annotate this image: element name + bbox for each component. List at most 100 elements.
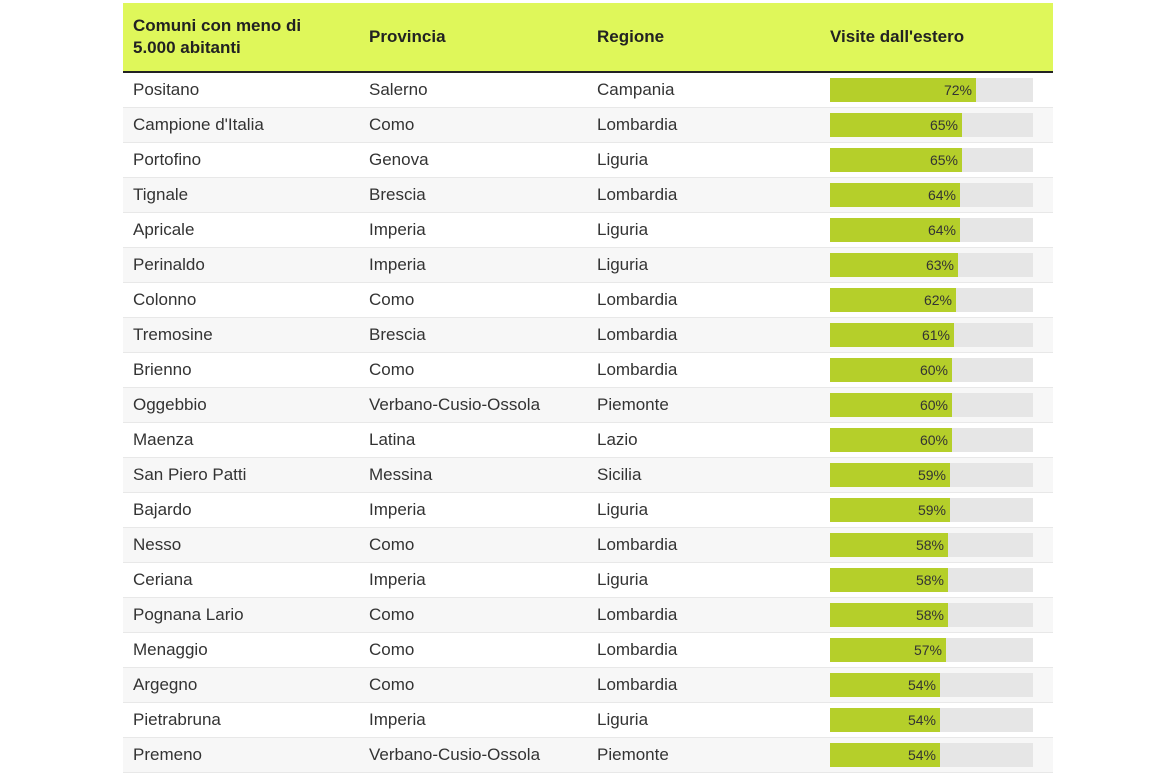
municipality-name: Menaggio <box>133 640 208 659</box>
municipality-name: Brienno <box>133 360 192 379</box>
municipality-name: Argegno <box>133 675 198 694</box>
table-row: Campione d'Italia Como Lombardia 65% <box>123 108 1053 143</box>
bar-fill <box>830 463 950 487</box>
visits-bar-cell: 54% <box>830 703 1033 737</box>
bar-value-label: 59% <box>917 467 946 483</box>
visits-bar-cell: 58% <box>830 598 1033 632</box>
bar-fill <box>830 358 952 382</box>
province-name: Genova <box>369 150 429 169</box>
municipality-name: Pognana Lario <box>133 605 244 624</box>
visits-bar-cell: 60% <box>830 388 1033 422</box>
bar-track: 59% <box>830 463 1033 487</box>
table-row: Apricale Imperia Liguria 64% <box>123 213 1053 248</box>
province-name: Messina <box>369 465 433 484</box>
province-name: Imperia <box>369 570 426 589</box>
table-body: Positano Salerno Campania 72% Campione d'Ita… <box>123 73 1053 773</box>
table-row: Nesso Como Lombardia 58% <box>123 528 1053 563</box>
visits-bar-cell: 54% <box>830 668 1033 702</box>
municipality-name: Pietrabruna <box>133 710 221 729</box>
region-name: Lombardia <box>597 605 678 624</box>
visits-bar-cell: 65% <box>830 143 1033 177</box>
table-row: Menaggio Como Lombardia 57% <box>123 633 1053 668</box>
bar-fill <box>830 428 952 452</box>
bar-fill <box>830 183 960 207</box>
visits-bar-cell: 59% <box>830 493 1033 527</box>
bar-fill <box>830 638 946 662</box>
bar-fill <box>830 673 940 697</box>
region-name: Lombardia <box>597 360 678 379</box>
bar-track: 54% <box>830 743 1033 767</box>
municipality-name: Nesso <box>133 535 182 554</box>
bar-fill <box>830 533 948 557</box>
bar-value-label: 54% <box>907 712 936 728</box>
table-row: Pognana Lario Como Lombardia 58% <box>123 598 1053 633</box>
municipality-name: Colonno <box>133 290 197 309</box>
province-name: Como <box>369 675 415 694</box>
municipality-name: Ceriana <box>133 570 193 589</box>
province-name: Como <box>369 360 415 379</box>
province-name: Imperia <box>369 255 426 274</box>
bar-fill <box>830 708 940 732</box>
table-row: Ceriana Imperia Liguria 58% <box>123 563 1053 598</box>
bar-value-label: 59% <box>917 502 946 518</box>
table-row: Oggebbio Verbano-Cusio-Ossola Piemonte 60% <box>123 388 1053 423</box>
bar-value-label: 54% <box>907 747 936 763</box>
region-name: Liguria <box>597 710 649 729</box>
bar-value-label: 58% <box>915 607 944 623</box>
bar-value-label: 54% <box>907 677 936 693</box>
region-name: Piemonte <box>597 395 669 414</box>
data-table: Comuni con meno di 5.000 abitanti Provin… <box>123 3 1053 773</box>
bar-fill <box>830 78 976 102</box>
bar-fill <box>830 253 958 277</box>
header-municipality: Comuni con meno di 5.000 abitanti <box>133 16 302 57</box>
region-name: Liguria <box>597 150 649 169</box>
municipality-name: Bajardo <box>133 500 192 519</box>
bar-track: 57% <box>830 638 1033 662</box>
province-name: Brescia <box>369 325 426 344</box>
visits-bar-cell: 54% <box>830 738 1033 772</box>
bar-track: 58% <box>830 603 1033 627</box>
municipality-name: Premeno <box>133 745 202 764</box>
region-name: Liguria <box>597 570 649 589</box>
visits-bar-cell: 58% <box>830 528 1033 562</box>
region-name: Campania <box>597 80 675 99</box>
bar-value-label: 64% <box>927 222 956 238</box>
municipality-name: Tignale <box>133 185 189 204</box>
bar-track: 59% <box>830 498 1033 522</box>
bar-track: 60% <box>830 358 1033 382</box>
municipality-name: Oggebbio <box>133 395 207 414</box>
visits-bar-cell: 63% <box>830 248 1033 282</box>
region-name: Lombardia <box>597 185 678 204</box>
table-row: Colonno Como Lombardia 62% <box>123 283 1053 318</box>
table-row: Argegno Como Lombardia 54% <box>123 668 1053 703</box>
table-row: Bajardo Imperia Liguria 59% <box>123 493 1053 528</box>
municipality-name: Perinaldo <box>133 255 205 274</box>
region-name: Liguria <box>597 255 649 274</box>
bar-track: 58% <box>830 568 1033 592</box>
visits-bar-cell: 72% <box>830 73 1033 107</box>
visits-bar-cell: 60% <box>830 423 1033 457</box>
bar-fill <box>830 148 962 172</box>
region-name: Piemonte <box>597 745 669 764</box>
bar-track: 61% <box>830 323 1033 347</box>
table-row: Pietrabruna Imperia Liguria 54% <box>123 703 1053 738</box>
table-row: Positano Salerno Campania 72% <box>123 73 1053 108</box>
province-name: Imperia <box>369 220 426 239</box>
visits-bar-cell: 64% <box>830 178 1033 212</box>
region-name: Lombardia <box>597 675 678 694</box>
visits-bar-cell: 58% <box>830 563 1033 597</box>
visits-bar-cell: 65% <box>830 108 1033 142</box>
bar-value-label: 64% <box>927 187 956 203</box>
bar-track: 64% <box>830 218 1033 242</box>
province-name: Brescia <box>369 185 426 204</box>
bar-track: 62% <box>830 288 1033 312</box>
bar-fill <box>830 743 940 767</box>
bar-fill <box>830 498 950 522</box>
municipality-name: San Piero Patti <box>133 465 247 484</box>
bar-fill <box>830 113 962 137</box>
bar-value-label: 61% <box>921 327 950 343</box>
bar-track: 63% <box>830 253 1033 277</box>
table-row: Premeno Verbano-Cusio-Ossola Piemonte 54% <box>123 738 1053 773</box>
region-name: Lombardia <box>597 640 678 659</box>
bar-track: 58% <box>830 533 1033 557</box>
